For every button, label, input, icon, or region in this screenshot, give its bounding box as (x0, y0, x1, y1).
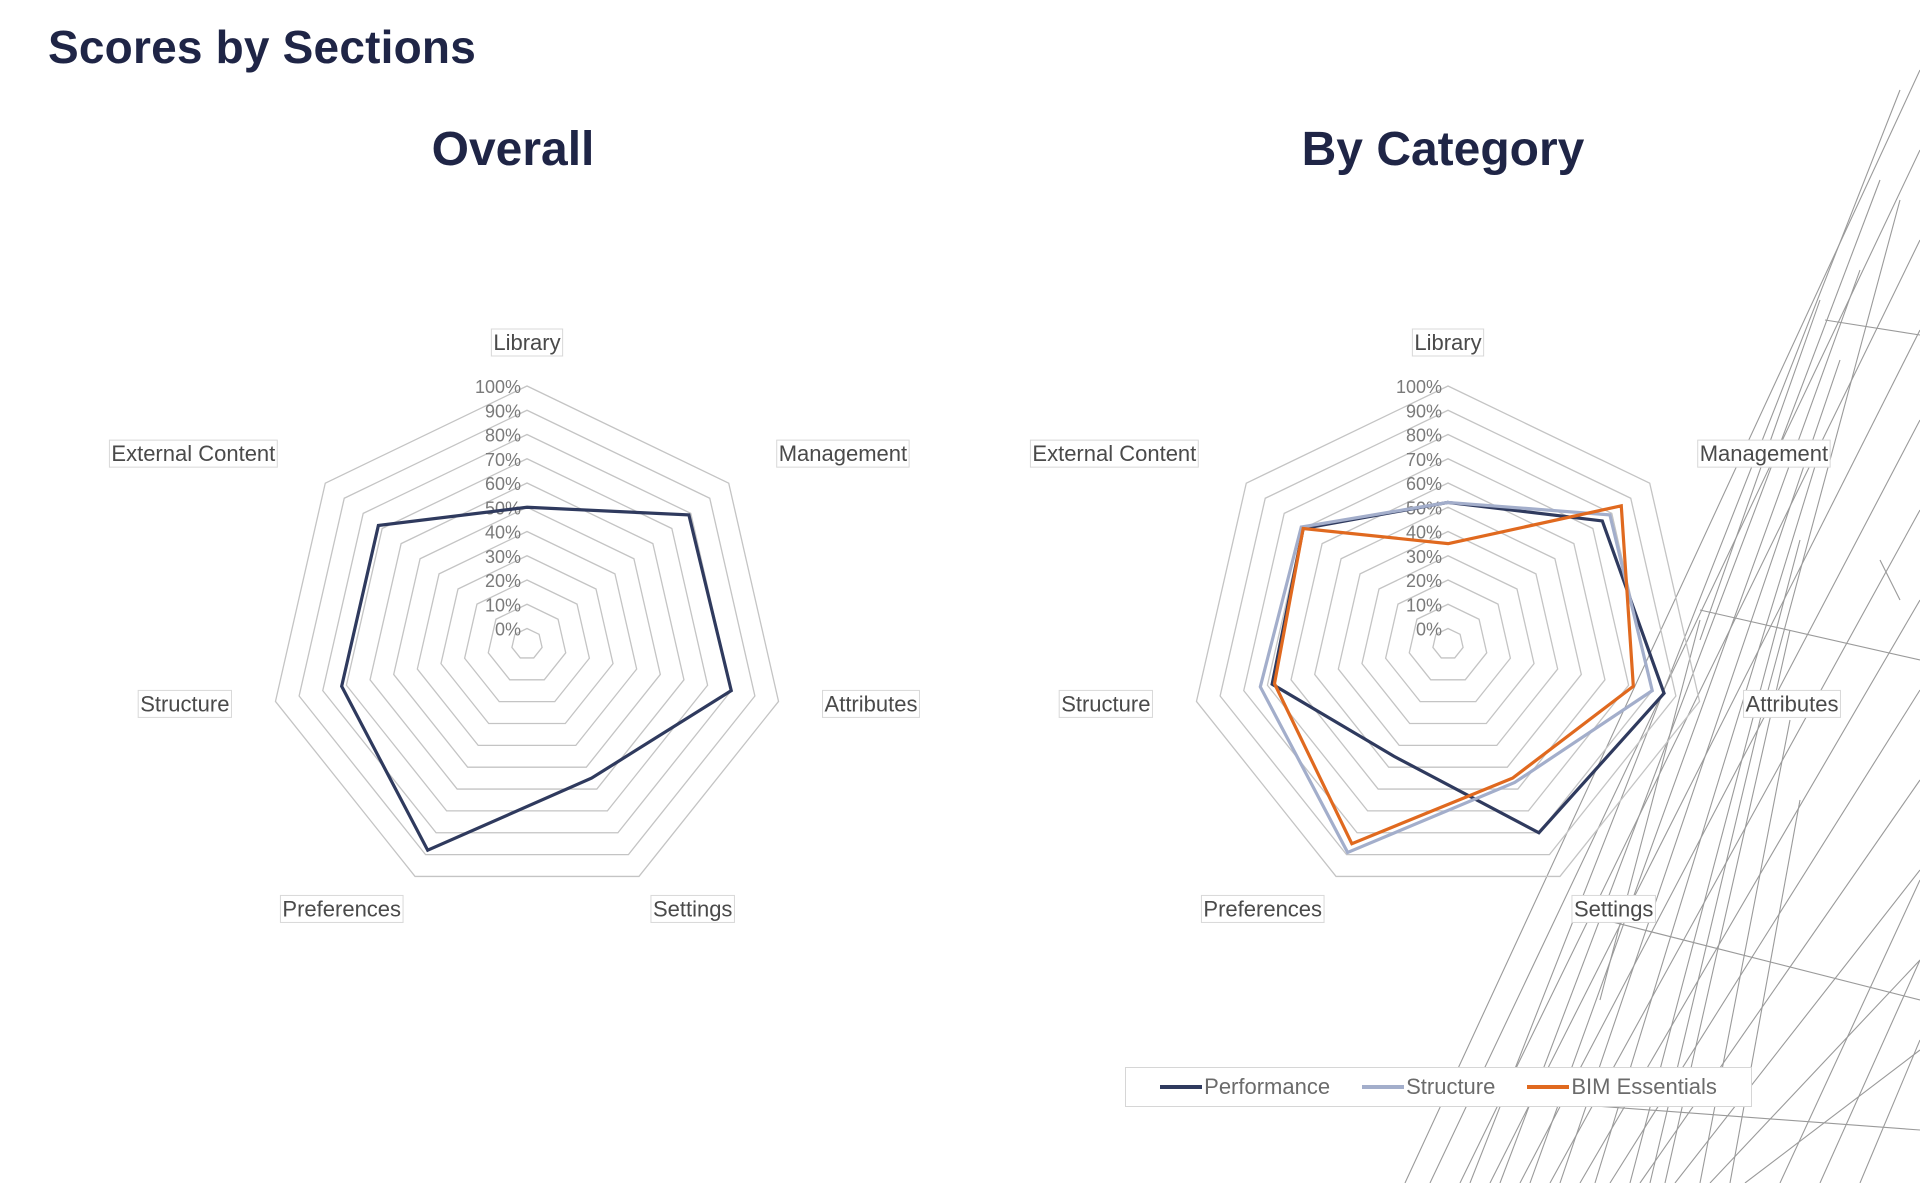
overall-tick-label-7: 70% (485, 450, 521, 470)
category-grid-ring-10 (1195, 385, 1701, 878)
chart-title-by-category: By Category (1301, 123, 1585, 176)
category-axis-label-attributes: Attributes (1743, 689, 1841, 718)
overall-grid-ring-4 (416, 530, 638, 746)
overall-tick-label-3: 30% (485, 547, 521, 567)
svg-text:Attributes: Attributes (825, 691, 918, 716)
overall-grid-ring-1 (487, 603, 567, 681)
category-grid-ring-3 (1361, 555, 1535, 725)
legend-item-structure: Structure (1362, 1074, 1495, 1100)
category-series-structure (1258, 500, 1655, 855)
overall-grid-ring-8 (322, 433, 732, 834)
svg-text:External Content: External Content (111, 441, 275, 466)
overall-series-overall (339, 505, 734, 853)
category-grid-ring-1 (1408, 603, 1488, 681)
overall-grid-ring-6 (369, 482, 685, 790)
category-grid-ring-5 (1313, 506, 1583, 768)
svg-text:Structure: Structure (140, 691, 229, 716)
category-series-performance (1270, 500, 1666, 835)
overall-tick-label-0: 0% (495, 620, 521, 640)
category-grid-ring-4 (1337, 530, 1559, 746)
overall-grid-ring-0 (511, 627, 543, 659)
legend-label-bim-essentials: BIM Essentials (1571, 1074, 1717, 1099)
legend-swatch-bim-essentials (1527, 1085, 1570, 1089)
overall-axis-label-library: Library (490, 328, 564, 357)
svg-text:Library: Library (1414, 330, 1481, 355)
legend-item-performance: Performance (1160, 1074, 1330, 1100)
svg-text:Library: Library (493, 330, 560, 355)
overall-tick-label-6: 60% (485, 474, 521, 494)
chart-legend: Performance Structure BIM Essentials (1125, 1067, 1752, 1107)
overall-grid-ring-10 (274, 385, 780, 878)
overall-axis-label-attributes: Attributes (822, 689, 920, 718)
legend-swatch-performance (1160, 1085, 1203, 1089)
chart-title-overall: Overall (431, 123, 595, 176)
category-grid-ring-2 (1384, 579, 1512, 703)
overall-tick-label-2: 20% (485, 571, 521, 591)
overall-axis-label-settings: Settings (650, 894, 735, 923)
category-tick-label-0: 0% (1416, 620, 1442, 640)
svg-text:Structure: Structure (1061, 691, 1150, 716)
overall-grid-ring-9 (298, 409, 756, 856)
overall-axis-label-external-content: External Content (108, 439, 278, 468)
svg-text:External Content: External Content (1032, 441, 1196, 466)
category-axis-label-structure: Structure (1058, 689, 1153, 718)
svg-text:Management: Management (1700, 441, 1828, 466)
overall-grid-ring-2 (463, 579, 591, 703)
category-axis-label-preferences: Preferences (1200, 894, 1325, 923)
category-grid-ring-0 (1432, 627, 1464, 659)
svg-text:Settings: Settings (653, 896, 733, 921)
category-tick-label-6: 60% (1406, 474, 1442, 494)
legend-label-structure: Structure (1406, 1074, 1496, 1099)
overall-tick-label-8: 80% (485, 426, 521, 446)
svg-text:Preferences: Preferences (282, 896, 401, 921)
overall-axis-label-preferences: Preferences (279, 894, 404, 923)
category-tick-label-3: 30% (1406, 547, 1442, 567)
overall-grid-ring-3 (440, 555, 614, 725)
overall-tick-label-10: 100% (475, 377, 521, 397)
overall-grid-ring-7 (345, 458, 709, 812)
category-grid-ring-8 (1243, 433, 1653, 834)
category-tick-label-9: 90% (1406, 401, 1442, 421)
category-tick-label-4: 40% (1406, 523, 1442, 543)
overall-tick-label-4: 40% (485, 523, 521, 543)
overall-tick-label-5: 50% (485, 498, 521, 518)
category-tick-label-10: 100% (1396, 377, 1442, 397)
svg-text:Settings: Settings (1574, 896, 1654, 921)
category-axis-label-library: Library (1411, 328, 1485, 357)
category-tick-label-1: 10% (1406, 595, 1442, 615)
category-tick-label-2: 20% (1406, 571, 1442, 591)
legend-swatch-structure (1362, 1085, 1405, 1089)
legend-label-performance: Performance (1204, 1074, 1331, 1099)
category-series-bim-essentials (1272, 503, 1635, 846)
overall-grid-ring-5 (392, 506, 662, 768)
category-grid-ring-6 (1290, 482, 1606, 790)
category-grid-ring-9 (1219, 409, 1677, 856)
svg-text:Preferences: Preferences (1203, 896, 1322, 921)
category-tick-label-8: 80% (1406, 426, 1442, 446)
page-title: Scores by Sections (48, 21, 476, 73)
category-axis-label-management: Management (1697, 439, 1831, 468)
svg-text:Management: Management (779, 441, 907, 466)
category-axis-label-settings: Settings (1571, 894, 1656, 923)
svg-text:Attributes: Attributes (1746, 691, 1839, 716)
category-tick-label-7: 70% (1406, 450, 1442, 470)
overall-tick-label-1: 10% (485, 595, 521, 615)
overall-axis-label-management: Management (776, 439, 910, 468)
overall-tick-label-9: 90% (485, 401, 521, 421)
legend-item-bim-essentials: BIM Essentials (1527, 1074, 1717, 1100)
overall-axis-label-structure: Structure (137, 689, 232, 718)
category-axis-label-external-content: External Content (1029, 439, 1199, 468)
